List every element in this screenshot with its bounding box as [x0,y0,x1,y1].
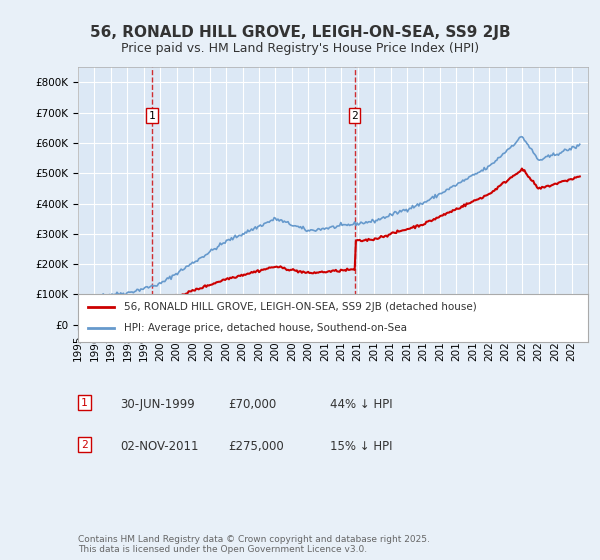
Text: 44% ↓ HPI: 44% ↓ HPI [330,398,392,410]
Text: £70,000: £70,000 [228,398,276,410]
Text: Contains HM Land Registry data © Crown copyright and database right 2025.
This d: Contains HM Land Registry data © Crown c… [78,535,430,554]
Text: HPI: Average price, detached house, Southend-on-Sea: HPI: Average price, detached house, Sout… [124,323,407,333]
Text: 30-JUN-1999: 30-JUN-1999 [120,398,195,410]
Text: 1: 1 [81,398,88,408]
Text: £275,000: £275,000 [228,440,284,452]
Text: 2: 2 [352,111,358,121]
Text: 2: 2 [81,440,88,450]
Text: 15% ↓ HPI: 15% ↓ HPI [330,440,392,452]
Text: 56, RONALD HILL GROVE, LEIGH-ON-SEA, SS9 2JB: 56, RONALD HILL GROVE, LEIGH-ON-SEA, SS9… [89,25,511,40]
Text: 56, RONALD HILL GROVE, LEIGH-ON-SEA, SS9 2JB (detached house): 56, RONALD HILL GROVE, LEIGH-ON-SEA, SS9… [124,302,476,312]
Text: Price paid vs. HM Land Registry's House Price Index (HPI): Price paid vs. HM Land Registry's House … [121,42,479,55]
Text: 02-NOV-2011: 02-NOV-2011 [120,440,199,452]
Text: 1: 1 [149,111,155,121]
